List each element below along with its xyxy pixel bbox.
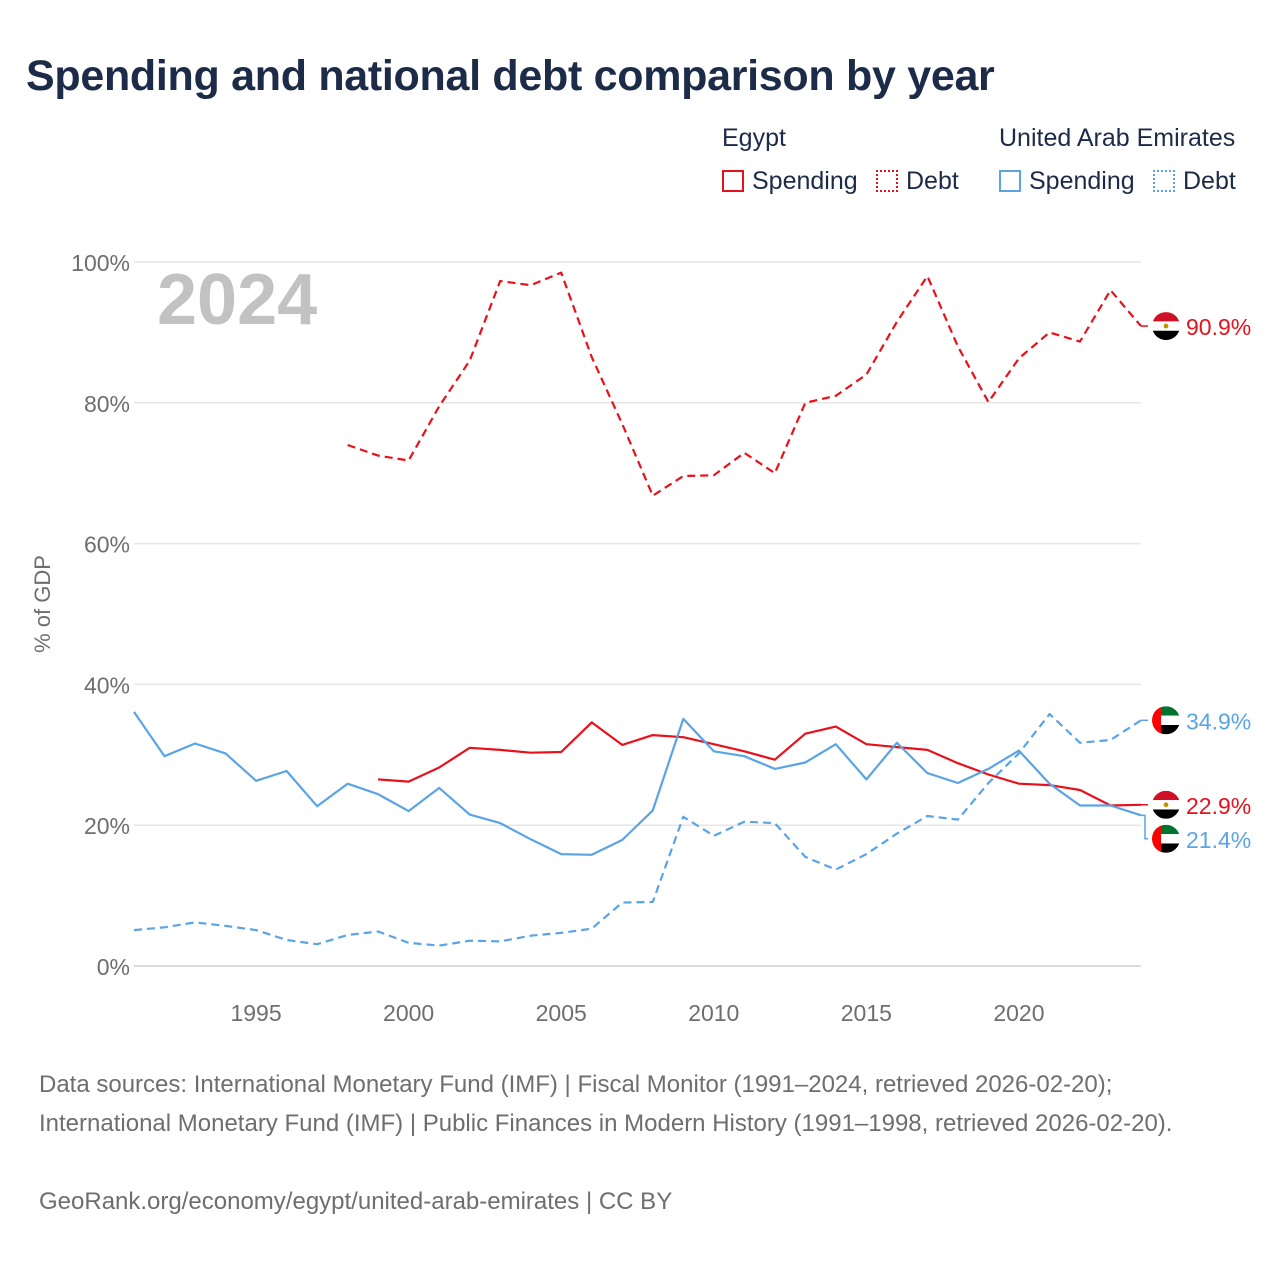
end-labels: 90.9% 34.9% 22.9% 21.4% xyxy=(1141,312,1251,853)
x-tick-label: 2010 xyxy=(688,1000,739,1026)
y-axis-ticks: 0% 20% 40% 60% 80% 100% xyxy=(71,250,130,980)
legend-item-uae-spending[interactable]: Spending xyxy=(999,166,1135,196)
y-tick-label: 0% xyxy=(97,954,130,980)
gridlines xyxy=(134,261,1141,967)
chart-title: Spending and national debt comparison by… xyxy=(26,52,995,100)
legend-item-egypt-debt[interactable]: Debt xyxy=(876,166,959,196)
x-axis-ticks: 1995 2000 2005 2010 2015 2020 xyxy=(230,1000,1044,1026)
egypt-flag-icon xyxy=(1152,790,1180,819)
y-axis-label: % of GDP xyxy=(30,555,55,653)
y-tick-label: 80% xyxy=(84,391,130,417)
legend-group-uae: United Arab Emirates xyxy=(999,124,1236,152)
solid-line-swatch-icon xyxy=(999,170,1021,192)
legend-label: Spending xyxy=(752,166,858,195)
y-tick-label: 100% xyxy=(71,250,130,276)
series-line[interactable] xyxy=(133,711,1142,856)
series-lines xyxy=(133,271,1142,947)
dotted-line-swatch-icon xyxy=(876,170,898,192)
x-tick-label: 1995 xyxy=(230,1000,281,1026)
end-value-label: 22.9% xyxy=(1186,793,1251,819)
uae-flag-icon xyxy=(1152,706,1180,735)
y-tick-label: 60% xyxy=(84,532,130,558)
legend-label: Spending xyxy=(1029,166,1135,195)
x-tick-label: 2020 xyxy=(993,1000,1044,1026)
year-watermark: 2024 xyxy=(157,260,317,340)
legend-group-egypt: Egypt xyxy=(722,124,786,152)
source-credit-link[interactable]: GeoRank.org/economy/egypt/united-arab-em… xyxy=(39,1188,673,1215)
y-tick-label: 40% xyxy=(84,672,130,698)
end-label-connector xyxy=(1141,814,1148,840)
x-tick-label: 2000 xyxy=(383,1000,434,1026)
legend-label: Debt xyxy=(906,166,959,195)
dotted-line-swatch-icon xyxy=(1153,170,1175,192)
end-value-label: 34.9% xyxy=(1186,708,1251,734)
x-tick-label: 2005 xyxy=(536,1000,587,1026)
solid-line-swatch-icon xyxy=(722,170,744,192)
legend-label: Debt xyxy=(1183,166,1236,195)
data-sources: Data sources: International Monetary Fun… xyxy=(39,1071,1173,1137)
egypt-flag-icon xyxy=(1152,312,1180,341)
y-tick-label: 20% xyxy=(84,813,130,839)
end-value-label: 21.4% xyxy=(1186,827,1251,853)
series-line[interactable] xyxy=(347,271,1142,497)
legend-item-egypt-spending[interactable]: Spending xyxy=(722,166,858,196)
legend-item-uae-debt[interactable]: Debt xyxy=(1153,166,1236,196)
x-tick-label: 2015 xyxy=(841,1000,892,1026)
end-value-label: 90.9% xyxy=(1186,314,1251,340)
series-line[interactable] xyxy=(378,721,1142,807)
uae-flag-icon xyxy=(1152,824,1180,853)
series-line[interactable] xyxy=(133,712,1142,947)
